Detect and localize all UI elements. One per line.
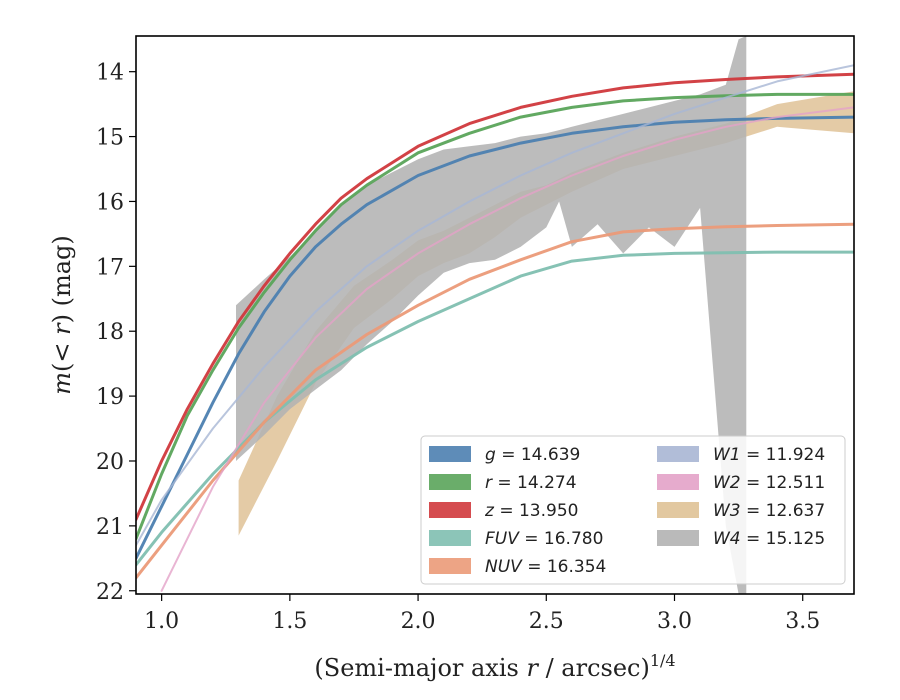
legend-label-w1: W1 = 11.924 [713,445,825,465]
y-tick-label: 21 [96,515,124,540]
legend-swatch-w2 [657,474,699,490]
legend-swatch-fuv [429,530,471,546]
x-tick-label: 1.5 [272,609,307,634]
legend-box [420,435,846,585]
legend-swatch-w3 [657,502,699,518]
series-band-w4 [236,36,747,594]
legend-label-z: z = 13.950 [484,501,578,521]
y-tick-label: 17 [96,255,124,280]
legend-label-g: g = 14.639 [485,445,580,465]
y-tick-label: 14 [96,61,124,86]
y-tick-label: 22 [96,580,124,605]
x-tick-label: 1.0 [144,609,179,634]
x-tick-label: 3.0 [657,609,692,634]
y-tick-label: 19 [96,385,124,410]
y-axis-title: m(< r) (mag) [48,235,76,395]
y-tick-label: 15 [96,126,124,151]
plot-area-frame [135,35,855,595]
band-series-layer [236,36,854,594]
legend-swatch-w4 [657,530,699,546]
series-line-r [136,92,854,541]
series-line-nuv [136,222,854,580]
x-axis-title: (Semi-major axis r / arcsec)1/4 [314,651,675,682]
legend-label-w3: W3 = 12.637 [713,501,825,521]
legend-swatch-nuv [429,558,471,574]
y-tick-label: 16 [96,190,124,215]
legend-label-w4: W4 = 15.125 [713,529,825,549]
legend-swatch-r [429,474,471,490]
legend-label-fuv: FUV = 16.780 [485,529,603,549]
x-tick-label: 3.5 [785,609,820,634]
legend: g = 14.639 r = 14.274 z = 13.950 FUV = 16.7… [420,435,846,585]
series-line-w1 [136,64,854,547]
legend-items: g = 14.639 r = 14.274 z = 13.950 FUV = 16.7… [429,445,825,577]
series-line-w2 [160,106,854,592]
series-line-g [136,115,854,560]
x-axis: 1.0 1.5 2.0 2.5 3.0 3.5 [144,594,820,634]
line-series-layer [136,64,854,592]
series-line-z [136,72,854,521]
series-line-fuv [136,250,854,567]
legend-label-nuv: NUV = 16.354 [485,557,606,577]
y-tick-label: 20 [96,450,124,475]
legend-swatch-w1 [657,446,699,462]
legend-label-w2: W2 = 12.511 [713,473,825,493]
x-tick-label: 2.0 [401,609,436,634]
y-axis: 14 15 16 17 18 19 20 21 22 [96,61,136,605]
legend-swatch-g [429,446,471,462]
legend-label-r: r = 14.274 [485,473,577,493]
y-tick-label: 18 [96,320,124,345]
legend-swatch-z [429,502,471,518]
x-tick-label: 2.5 [529,609,564,634]
